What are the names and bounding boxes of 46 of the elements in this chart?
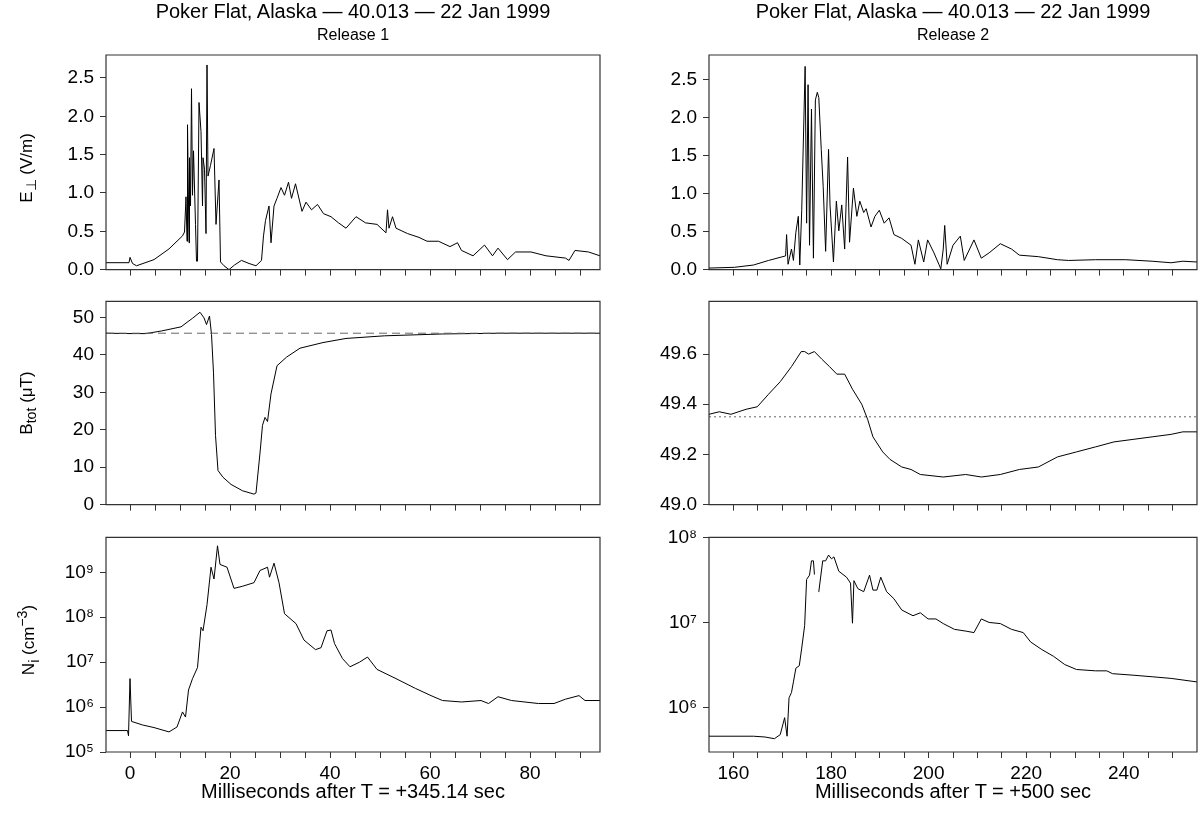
- y-tick-label: 10⁶: [65, 695, 94, 717]
- y-tick-label: 10: [72, 455, 94, 477]
- y-tick-label: 0: [83, 492, 94, 514]
- y-tick-label: 2.0: [670, 105, 697, 127]
- y-tick-label: 30: [72, 380, 94, 402]
- x-tick-label: 160: [717, 761, 750, 783]
- y-tick-label: 10⁸: [667, 525, 697, 547]
- y-tick-label: 50: [72, 305, 94, 327]
- x-tick-label: 180: [815, 761, 847, 783]
- y-tick-label: 2.5: [670, 67, 697, 89]
- x-tick-label: 200: [912, 761, 945, 783]
- x-tick-label: 220: [1010, 761, 1043, 783]
- y-tick-label: 40: [72, 343, 94, 365]
- y-tick-label: 49.6: [660, 342, 697, 364]
- x-tick-label: 240: [1107, 761, 1140, 783]
- x-tick-label: 20: [219, 761, 241, 783]
- x-tick-label: 0: [124, 761, 136, 783]
- y-tick-label: 0.5: [67, 219, 94, 241]
- y-tick-label: 0.0: [670, 257, 697, 279]
- y-tick-label: 49.0: [660, 492, 697, 514]
- chart-title: Poker Flat, Alaska — 40.013 — 22 Jan 1999: [755, 0, 1151, 23]
- y-tick-label: 10⁷: [65, 650, 95, 672]
- y-tick-label: 10⁷: [668, 610, 698, 632]
- y-tick-label: 2.5: [67, 66, 94, 88]
- x-tick-label: 60: [419, 761, 441, 783]
- y-tick-label: 10⁸: [64, 605, 94, 627]
- y-tick-label: 49.2: [660, 442, 697, 464]
- y-tick-label: 1.0: [670, 181, 697, 203]
- y-tick-label: 10⁹: [64, 560, 94, 582]
- x-axis-title: Milliseconds after T = +345.14 sec: [201, 780, 505, 803]
- y-tick-label: 20: [72, 417, 94, 439]
- y-tick-label: 10⁵: [64, 740, 94, 762]
- chart-subtitle: Release 1: [316, 26, 390, 44]
- y-tick-label: 1.5: [67, 142, 94, 164]
- y-tick-label: 1.0: [67, 181, 94, 203]
- x-axis-title: Milliseconds after T = +500 sec: [814, 780, 1092, 803]
- chart-title: Poker Flat, Alaska — 40.013 — 22 Jan 1999: [155, 0, 551, 23]
- chart-subtitle: Release 2: [916, 26, 990, 44]
- x-tick-label: 40: [319, 761, 341, 783]
- y-tick-label: 10⁶: [668, 695, 697, 717]
- y-tick-label: 2.0: [67, 104, 94, 126]
- y-tick-label: 1.5: [670, 143, 697, 165]
- y-tick-label: 0.5: [670, 219, 697, 241]
- y-tick-label: 49.4: [660, 392, 698, 414]
- y-tick-label: 0.0: [67, 257, 94, 279]
- x-tick-label: 80: [519, 761, 541, 783]
